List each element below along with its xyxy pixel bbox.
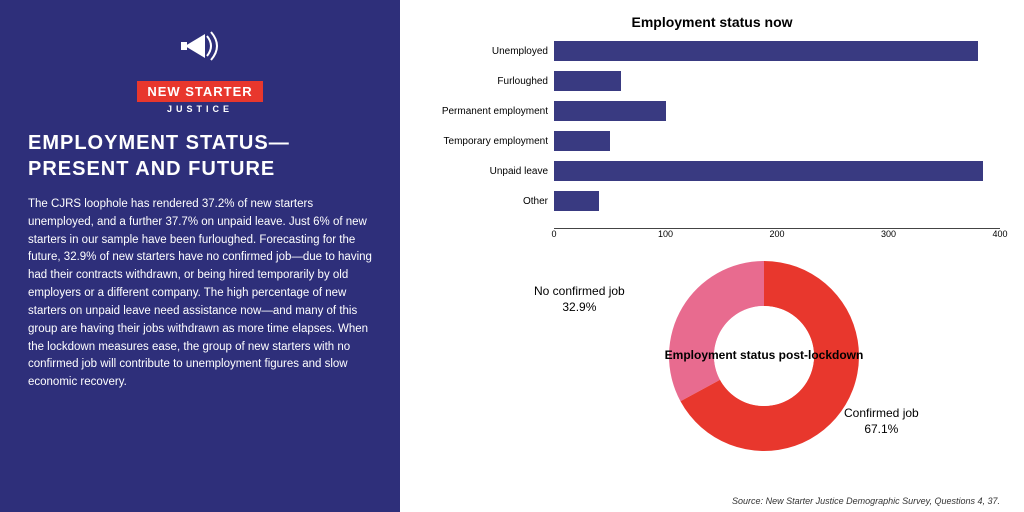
main-heading: EMPLOYMENT STATUS—PRESENT AND FUTURE	[28, 130, 372, 182]
bar-row: Unpaid leave	[424, 158, 1000, 184]
logo-brand: NEW STARTER JUSTICE	[28, 81, 372, 114]
bar-label: Furloughed	[424, 76, 554, 87]
bar-chart-area: Unemployed Furloughed Permanent employment…	[424, 38, 1000, 228]
bar-track	[554, 41, 1000, 61]
bar-fill	[554, 161, 983, 181]
donut-chart: Employment status post-lockdown No confi…	[424, 256, 1000, 486]
axis-tick: 200	[769, 229, 784, 239]
megaphone-icon	[175, 24, 225, 73]
bar-track	[554, 71, 1000, 91]
axis-tick: 400	[992, 229, 1007, 239]
bar-label: Permanent employment	[424, 106, 554, 117]
bar-chart: Employment status now Unemployed Furlough…	[424, 14, 1000, 242]
bar-chart-axis: 0100200300400	[554, 228, 1000, 242]
right-panel: Employment status now Unemployed Furlough…	[400, 0, 1024, 512]
bar-track	[554, 131, 1000, 151]
bar-label: Temporary employment	[424, 136, 554, 147]
bar-fill	[554, 41, 978, 61]
logo: NEW STARTER JUSTICE	[28, 24, 372, 114]
logo-badge: NEW STARTER	[137, 81, 262, 102]
bar-label: Unemployed	[424, 46, 554, 57]
bar-row: Temporary employment	[424, 128, 1000, 154]
bar-row: Unemployed	[424, 38, 1000, 64]
axis-tick: 100	[658, 229, 673, 239]
donut-center-label: Employment status post-lockdown	[664, 256, 864, 456]
bar-fill	[554, 131, 610, 151]
bar-fill	[554, 71, 621, 91]
bar-label: Other	[424, 196, 554, 207]
bar-fill	[554, 191, 599, 211]
logo-subtitle: JUSTICE	[28, 104, 372, 114]
left-panel: NEW STARTER JUSTICE EMPLOYMENT STATUS—PR…	[0, 0, 400, 512]
source-text: Source: New Starter Justice Demographic …	[732, 496, 1000, 506]
axis-tick: 0	[551, 229, 556, 239]
bar-row: Furloughed	[424, 68, 1000, 94]
bar-track	[554, 161, 1000, 181]
bar-row: Permanent employment	[424, 98, 1000, 124]
donut-label-confirmed: Confirmed job67.1%	[844, 406, 919, 437]
bar-fill	[554, 101, 666, 121]
bar-chart-title: Employment status now	[424, 14, 1000, 30]
donut-label-no-confirmed: No confirmed job32.9%	[534, 284, 625, 315]
donut-center-text: Employment status post-lockdown	[665, 348, 864, 364]
bar-track	[554, 101, 1000, 121]
bar-row: Other	[424, 188, 1000, 214]
axis-tick: 300	[881, 229, 896, 239]
bar-track	[554, 191, 1000, 211]
body-text: The CJRS loophole has rendered 37.2% of …	[28, 196, 372, 392]
bar-label: Unpaid leave	[424, 166, 554, 177]
